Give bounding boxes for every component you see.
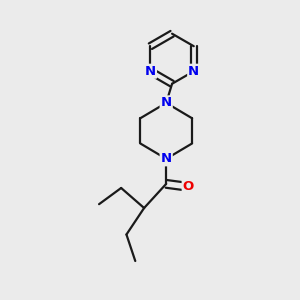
Text: O: O	[183, 180, 194, 193]
Text: N: N	[188, 65, 199, 78]
Text: N: N	[160, 152, 172, 165]
Text: N: N	[145, 65, 156, 78]
Text: N: N	[160, 96, 172, 110]
